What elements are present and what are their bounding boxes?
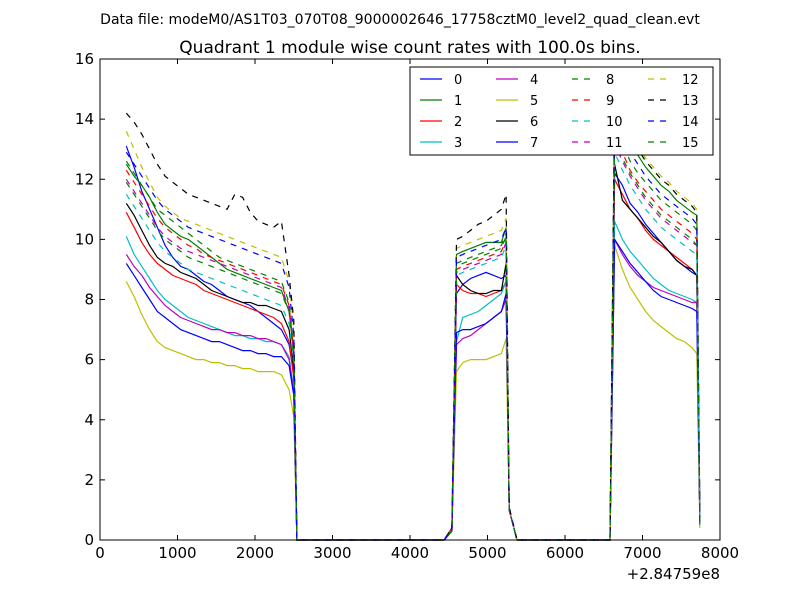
legend-label: 14 xyxy=(682,115,699,130)
legend-box xyxy=(409,66,714,156)
legend-label: 3 xyxy=(454,136,462,151)
legend-label: 10 xyxy=(606,115,623,130)
series-line-13 xyxy=(125,100,701,541)
legend-label: 2 xyxy=(454,115,462,130)
y-tick-label: 0 xyxy=(84,531,94,549)
y-tick-label: 16 xyxy=(75,50,94,68)
legend-label: 5 xyxy=(530,94,538,109)
chart-title: Quadrant 1 module wise count rates with … xyxy=(179,38,640,58)
legend-label: 15 xyxy=(682,136,699,151)
legend-label: 13 xyxy=(682,94,699,109)
plot-lines xyxy=(125,97,701,541)
x-tick-label: 4000 xyxy=(391,544,429,562)
x-tick-label: 8000 xyxy=(701,544,739,562)
figure-suptitle: Data file: modeM0/AS1T03_070T08_90000026… xyxy=(100,12,700,28)
y-tick-label: 8 xyxy=(84,291,94,309)
x-tick-label: 3000 xyxy=(313,544,351,562)
legend-label: 11 xyxy=(606,136,623,151)
x-tick-label: 1000 xyxy=(158,544,196,562)
legend-label: 7 xyxy=(530,136,538,151)
x-tick-label: 0 xyxy=(95,544,105,562)
y-tick-label: 10 xyxy=(75,230,94,248)
series-line-15 xyxy=(125,139,701,541)
legend-label: 8 xyxy=(606,73,614,88)
x-tick-label: 7000 xyxy=(623,544,661,562)
legend-label: 1 xyxy=(454,94,462,109)
x-tick-label: 2000 xyxy=(236,544,274,562)
y-tick-label: 6 xyxy=(84,351,94,369)
legend-label: 12 xyxy=(682,73,699,88)
series-line-14 xyxy=(125,115,701,541)
y-tick-label: 14 xyxy=(75,110,94,128)
x-tick-label: 6000 xyxy=(546,544,584,562)
y-tick-label: 12 xyxy=(75,170,94,188)
x-offset-label: +2.84759e8 xyxy=(627,565,720,583)
x-tick-label: 5000 xyxy=(468,544,506,562)
legend-label: 9 xyxy=(606,94,614,109)
legend-label: 0 xyxy=(454,73,462,88)
axes: 0 1000 2000 3000 4000 5000 6000 7000 80000246810… xyxy=(75,50,739,562)
legend-label: 6 xyxy=(530,115,538,130)
y-tick-label: 4 xyxy=(84,411,94,429)
y-tick-label: 2 xyxy=(84,471,94,489)
legend-label: 4 xyxy=(530,73,538,88)
